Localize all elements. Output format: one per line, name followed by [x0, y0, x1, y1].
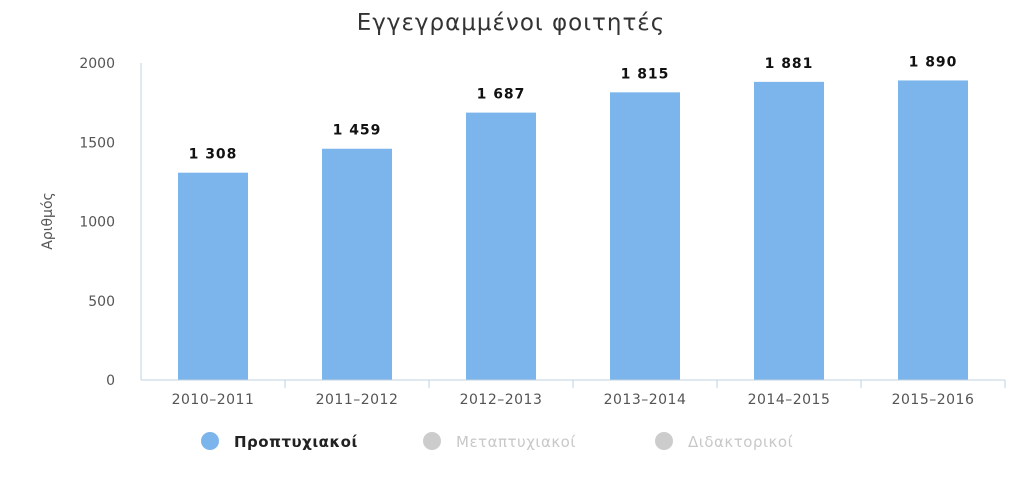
- y-tick-label: 1000: [79, 215, 115, 231]
- bars-group: [178, 80, 968, 380]
- y-tick-label: 500: [88, 294, 115, 310]
- legend-marker[interactable]: [423, 432, 441, 450]
- legend-item-label[interactable]: Μεταπτυχιακοί: [456, 433, 576, 451]
- legend-item-label[interactable]: Διδακτορικοί: [688, 433, 793, 451]
- bar[interactable]: [898, 80, 968, 380]
- y-tick-label: 1500: [79, 135, 115, 151]
- bar[interactable]: [322, 148, 392, 380]
- x-tick-label: 2010–2011: [172, 392, 255, 408]
- data-labels-group: 1 308 1 459 1 687 1 815 1 881 1 890: [189, 54, 958, 163]
- data-label: 1 881: [765, 56, 814, 72]
- legend-marker[interactable]: [655, 432, 673, 450]
- data-label: 1 815: [621, 66, 670, 82]
- data-label: 1 308: [189, 147, 238, 163]
- legend: Προπτυχιακοί Μεταπτυχιακοί Διδακτορικοί: [201, 432, 793, 451]
- x-tick-label: 2013–2014: [604, 392, 687, 408]
- x-tick-label: 2014–2015: [748, 392, 831, 408]
- legend-item-label[interactable]: Προπτυχιακοί: [234, 433, 358, 451]
- y-axis-label: Αριθμός: [40, 192, 56, 249]
- y-tick-label: 0: [106, 373, 115, 389]
- y-tick-label: 2000: [79, 56, 115, 72]
- legend-marker[interactable]: [201, 432, 219, 450]
- data-label: 1 687: [477, 87, 526, 103]
- bar[interactable]: [466, 112, 536, 380]
- x-tick-label: 2015–2016: [892, 392, 975, 408]
- data-label: 1 459: [333, 123, 382, 139]
- y-axis: 0 500 1000 1500 2000: [79, 56, 115, 389]
- bar[interactable]: [610, 92, 680, 380]
- x-tick-label: 2011–2012: [316, 392, 399, 408]
- chart-title: Εγγεγραμμένοι φοιτητές: [357, 10, 666, 36]
- data-label: 1 890: [909, 54, 958, 70]
- bar[interactable]: [178, 172, 248, 380]
- bar[interactable]: [754, 81, 824, 380]
- x-axis: 2010–2011 2011–2012 2012–2013 2013–2014 2014…: [172, 380, 1006, 408]
- x-tick-label: 2012–2013: [460, 392, 543, 408]
